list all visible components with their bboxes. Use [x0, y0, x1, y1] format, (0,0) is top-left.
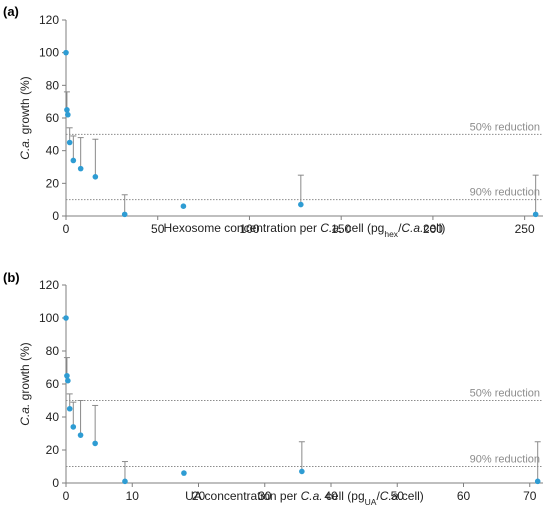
x-tick-label: 50	[151, 222, 165, 236]
y-tick-label: 120	[39, 13, 59, 27]
data-point	[66, 139, 73, 146]
x-tick-label: 0	[63, 222, 70, 236]
y-tick-label: 0	[52, 209, 59, 223]
y-tick-label: 40	[46, 144, 60, 158]
reference-line-label: 50% reduction	[470, 388, 540, 400]
data-point	[63, 49, 69, 56]
x-tick-label: 10	[126, 489, 140, 503]
data-point	[66, 405, 73, 412]
x-tick-label: 60	[457, 489, 471, 503]
x-tick-label: 150	[331, 222, 351, 236]
data-point	[92, 440, 98, 447]
panel-label-a: (a)	[3, 4, 19, 19]
data-point	[180, 203, 187, 209]
data-point	[77, 432, 84, 438]
x-tick-label: 20	[192, 489, 206, 503]
x-tick-label: 100	[239, 222, 259, 236]
data-point	[299, 468, 305, 475]
y-tick-label: 100	[39, 46, 59, 60]
x-axis-title: Hexosome concentration per C.a. cell (pg…	[164, 221, 446, 239]
data-point	[70, 424, 77, 430]
data-point	[65, 377, 71, 384]
data-point	[122, 478, 128, 485]
x-axis-title: UA concentration per C.a. cell (pgUA/C.a…	[185, 489, 424, 507]
y-tick-label: 60	[46, 377, 60, 391]
data-point	[77, 165, 84, 172]
x-tick-label: 40	[324, 489, 338, 503]
reference-line-label: 50% reduction	[470, 121, 540, 133]
reference-line-label: 90% reduction	[470, 454, 540, 466]
y-tick-label: 20	[46, 443, 60, 457]
x-tick-label: 0	[63, 489, 70, 503]
x-tick-label: 250	[515, 222, 535, 236]
y-tick-label: 80	[46, 78, 60, 92]
data-point	[63, 315, 69, 321]
y-axis-title: C.a. growth (%)	[18, 342, 32, 425]
y-tick-label: 120	[39, 278, 59, 292]
data-point	[534, 478, 541, 485]
data-point	[70, 157, 77, 164]
y-tick-label: 60	[46, 111, 60, 125]
data-point	[298, 201, 304, 208]
y-axis-title: C.a. growth (%)	[18, 76, 32, 159]
y-tick-label: 40	[46, 410, 60, 424]
data-point	[92, 174, 99, 180]
x-tick-label: 200	[423, 222, 443, 236]
data-point	[64, 372, 70, 379]
y-tick-label: 100	[39, 311, 59, 325]
chart-panel-a: 0 20 40 60 80 100 120 0 50 100 150 200 250 50% reduct…	[18, 13, 543, 239]
data-point	[64, 107, 70, 113]
panel-label-b: (b)	[3, 270, 20, 285]
y-tick-label: 20	[46, 176, 60, 190]
x-tick-label: 70	[523, 489, 537, 503]
y-tick-label: 0	[52, 476, 59, 490]
data-point	[532, 211, 539, 218]
y-tick-label: 80	[46, 344, 60, 358]
chart-panel-b: 0 20 40 60 80 100 120 0 10 20 30 40 50 60 70 50% reduct…	[18, 278, 543, 507]
reference-line-label: 90% reduction	[470, 187, 540, 199]
x-tick-label: 30	[258, 489, 272, 503]
data-point	[181, 470, 187, 476]
data-point	[121, 211, 128, 218]
x-tick-label: 50	[391, 489, 405, 503]
data-point	[65, 111, 71, 118]
